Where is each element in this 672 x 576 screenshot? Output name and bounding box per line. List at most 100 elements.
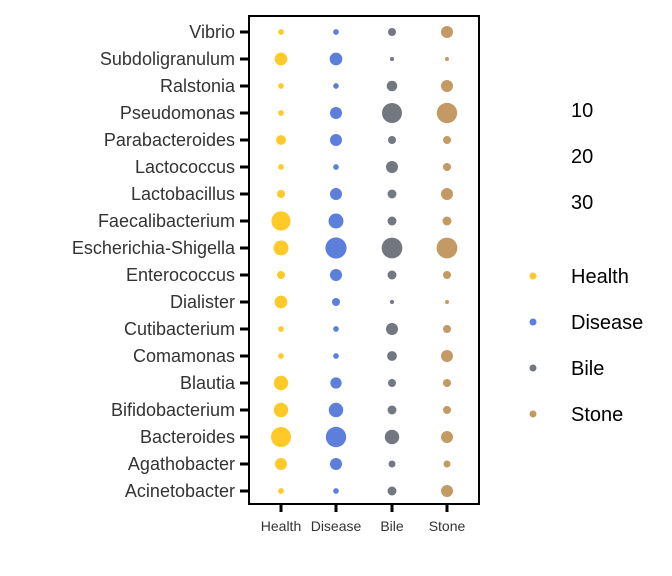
point-health-enterococcus: [277, 271, 285, 279]
y-tick-label-ralstonia: Ralstonia: [160, 76, 236, 96]
y-tick-label-cutibacterium: Cutibacterium: [124, 319, 235, 339]
point-stone-enterococcus: [443, 271, 451, 279]
point-stone-lactobacillus: [441, 188, 453, 200]
point-disease-subdoligranulum: [329, 52, 343, 66]
legend-label-bile: Bile: [571, 358, 604, 380]
point-stone-lactococcus: [443, 163, 451, 171]
y-tick-label-agathobacter: Agathobacter: [128, 454, 235, 474]
point-stone-agathobacter: [443, 460, 451, 468]
point-health-subdoligranulum: [274, 52, 288, 66]
y-tick-label-lactobacillus: Lactobacillus: [131, 184, 235, 204]
point-health-parabacteroides: [276, 135, 286, 145]
legend-key-bile: [529, 364, 537, 372]
point-health-cutibacterium: [278, 326, 284, 332]
color-legend: Health Disease Bile Stone: [529, 266, 643, 426]
point-bile-agathobacter: [388, 460, 396, 468]
point-bile-blautia: [388, 379, 396, 387]
y-tick-label-acinetobacter: Acinetobacter: [125, 481, 235, 501]
y-tick-label-bifidobacterium: Bifidobacterium: [111, 400, 235, 420]
y-tick-label-enterococcus: Enterococcus: [126, 265, 235, 285]
point-health-ralstonia: [278, 83, 284, 89]
point-stone-parabacteroides: [443, 136, 451, 144]
point-disease-escherichia-shigella: [325, 237, 347, 259]
point-stone-escherichia-shigella: [436, 237, 458, 259]
point-bile-bifidobacterium: [387, 405, 397, 415]
point-disease-bifidobacterium: [328, 402, 344, 418]
point-bile-ralstonia: [386, 80, 398, 92]
point-disease-blautia: [330, 377, 342, 389]
point-disease-acinetobacter: [333, 488, 339, 494]
y-tick-label-vibrio: Vibrio: [189, 22, 235, 42]
legend-label-health: Health: [571, 266, 629, 288]
y-tick-label-subdoligranulum: Subdoligranulum: [100, 49, 235, 69]
point-health-agathobacter: [275, 458, 287, 470]
legend-key-disease: [529, 318, 537, 326]
point-bile-acinetobacter: [387, 486, 397, 496]
point-bile-lactococcus: [386, 161, 398, 173]
x-tick-label-health: Health: [261, 518, 301, 534]
y-tick-label-blautia: Blautia: [180, 373, 236, 393]
point-bile-lactobacillus: [387, 189, 397, 199]
point-health-dialister: [274, 295, 288, 309]
size-legend: 10 20 30: [571, 100, 593, 214]
point-health-faecalibacterium: [271, 211, 291, 231]
y-tick-label-comamonas: Comamonas: [133, 346, 235, 366]
point-health-blautia: [273, 375, 289, 391]
point-stone-cutibacterium: [443, 325, 451, 333]
point-health-pseudomonas: [278, 110, 284, 116]
point-stone-blautia: [443, 379, 451, 387]
point-disease-bacteroides: [325, 426, 347, 448]
point-disease-faecalibacterium: [328, 213, 344, 229]
y-tick-label-escherichia-shigella: Escherichia-Shigella: [72, 238, 236, 258]
point-bile-pseudomonas: [382, 103, 402, 123]
point-disease-comamonas: [333, 353, 339, 359]
legend-key-health: [529, 272, 537, 280]
point-disease-dialister: [332, 298, 340, 306]
point-bile-faecalibacterium: [387, 216, 397, 226]
legend-label-disease: Disease: [571, 312, 643, 334]
point-bile-parabacteroides: [388, 136, 396, 144]
x-tick-label-bile: Bile: [380, 518, 404, 534]
legend-key-stone: [529, 410, 537, 418]
point-health-bacteroides: [271, 427, 291, 447]
y-tick-label-dialister: Dialister: [170, 292, 235, 312]
point-health-vibrio: [278, 29, 284, 35]
point-stone-comamonas: [441, 350, 453, 362]
point-stone-bacteroides: [441, 431, 453, 443]
point-stone-ralstonia: [441, 80, 453, 92]
point-bile-comamonas: [387, 351, 397, 361]
point-stone-vibrio: [441, 26, 453, 38]
point-disease-enterococcus: [330, 269, 342, 281]
point-bile-enterococcus: [387, 270, 397, 280]
point-disease-parabacteroides: [330, 134, 342, 146]
point-health-comamonas: [278, 353, 284, 359]
y-tick-label-lactococcus: Lactococcus: [135, 157, 235, 177]
point-disease-cutibacterium: [333, 326, 339, 332]
point-health-escherichia-shigella: [273, 240, 289, 256]
point-bile-bacteroides: [384, 429, 400, 445]
y-tick-label-parabacteroides: Parabacteroides: [104, 130, 235, 150]
point-bile-subdoligranulum: [390, 57, 394, 61]
x-tick-label-disease: Disease: [311, 518, 362, 534]
point-disease-pseudomonas: [330, 107, 342, 119]
point-health-bifidobacterium: [273, 402, 289, 418]
point-stone-acinetobacter: [441, 485, 453, 497]
plot-panel: [248, 15, 480, 505]
point-stone-pseudomonas: [436, 102, 458, 124]
size-legend-label-20: 20: [571, 146, 593, 168]
size-legend-label-10: 10: [571, 100, 593, 122]
y-tick-label-pseudomonas: Pseudomonas: [120, 103, 235, 123]
point-disease-agathobacter: [330, 458, 342, 470]
point-disease-lactobacillus: [330, 188, 342, 200]
point-disease-vibrio: [333, 29, 339, 35]
point-bile-escherichia-shigella: [381, 237, 403, 259]
point-disease-ralstonia: [333, 83, 339, 89]
point-disease-lactococcus: [333, 164, 339, 170]
point-health-acinetobacter: [278, 488, 284, 494]
point-health-lactobacillus: [277, 190, 285, 198]
point-stone-bifidobacterium: [443, 406, 451, 414]
point-stone-dialister: [445, 300, 449, 304]
point-bile-dialister: [390, 300, 394, 304]
point-health-lactococcus: [278, 164, 284, 170]
